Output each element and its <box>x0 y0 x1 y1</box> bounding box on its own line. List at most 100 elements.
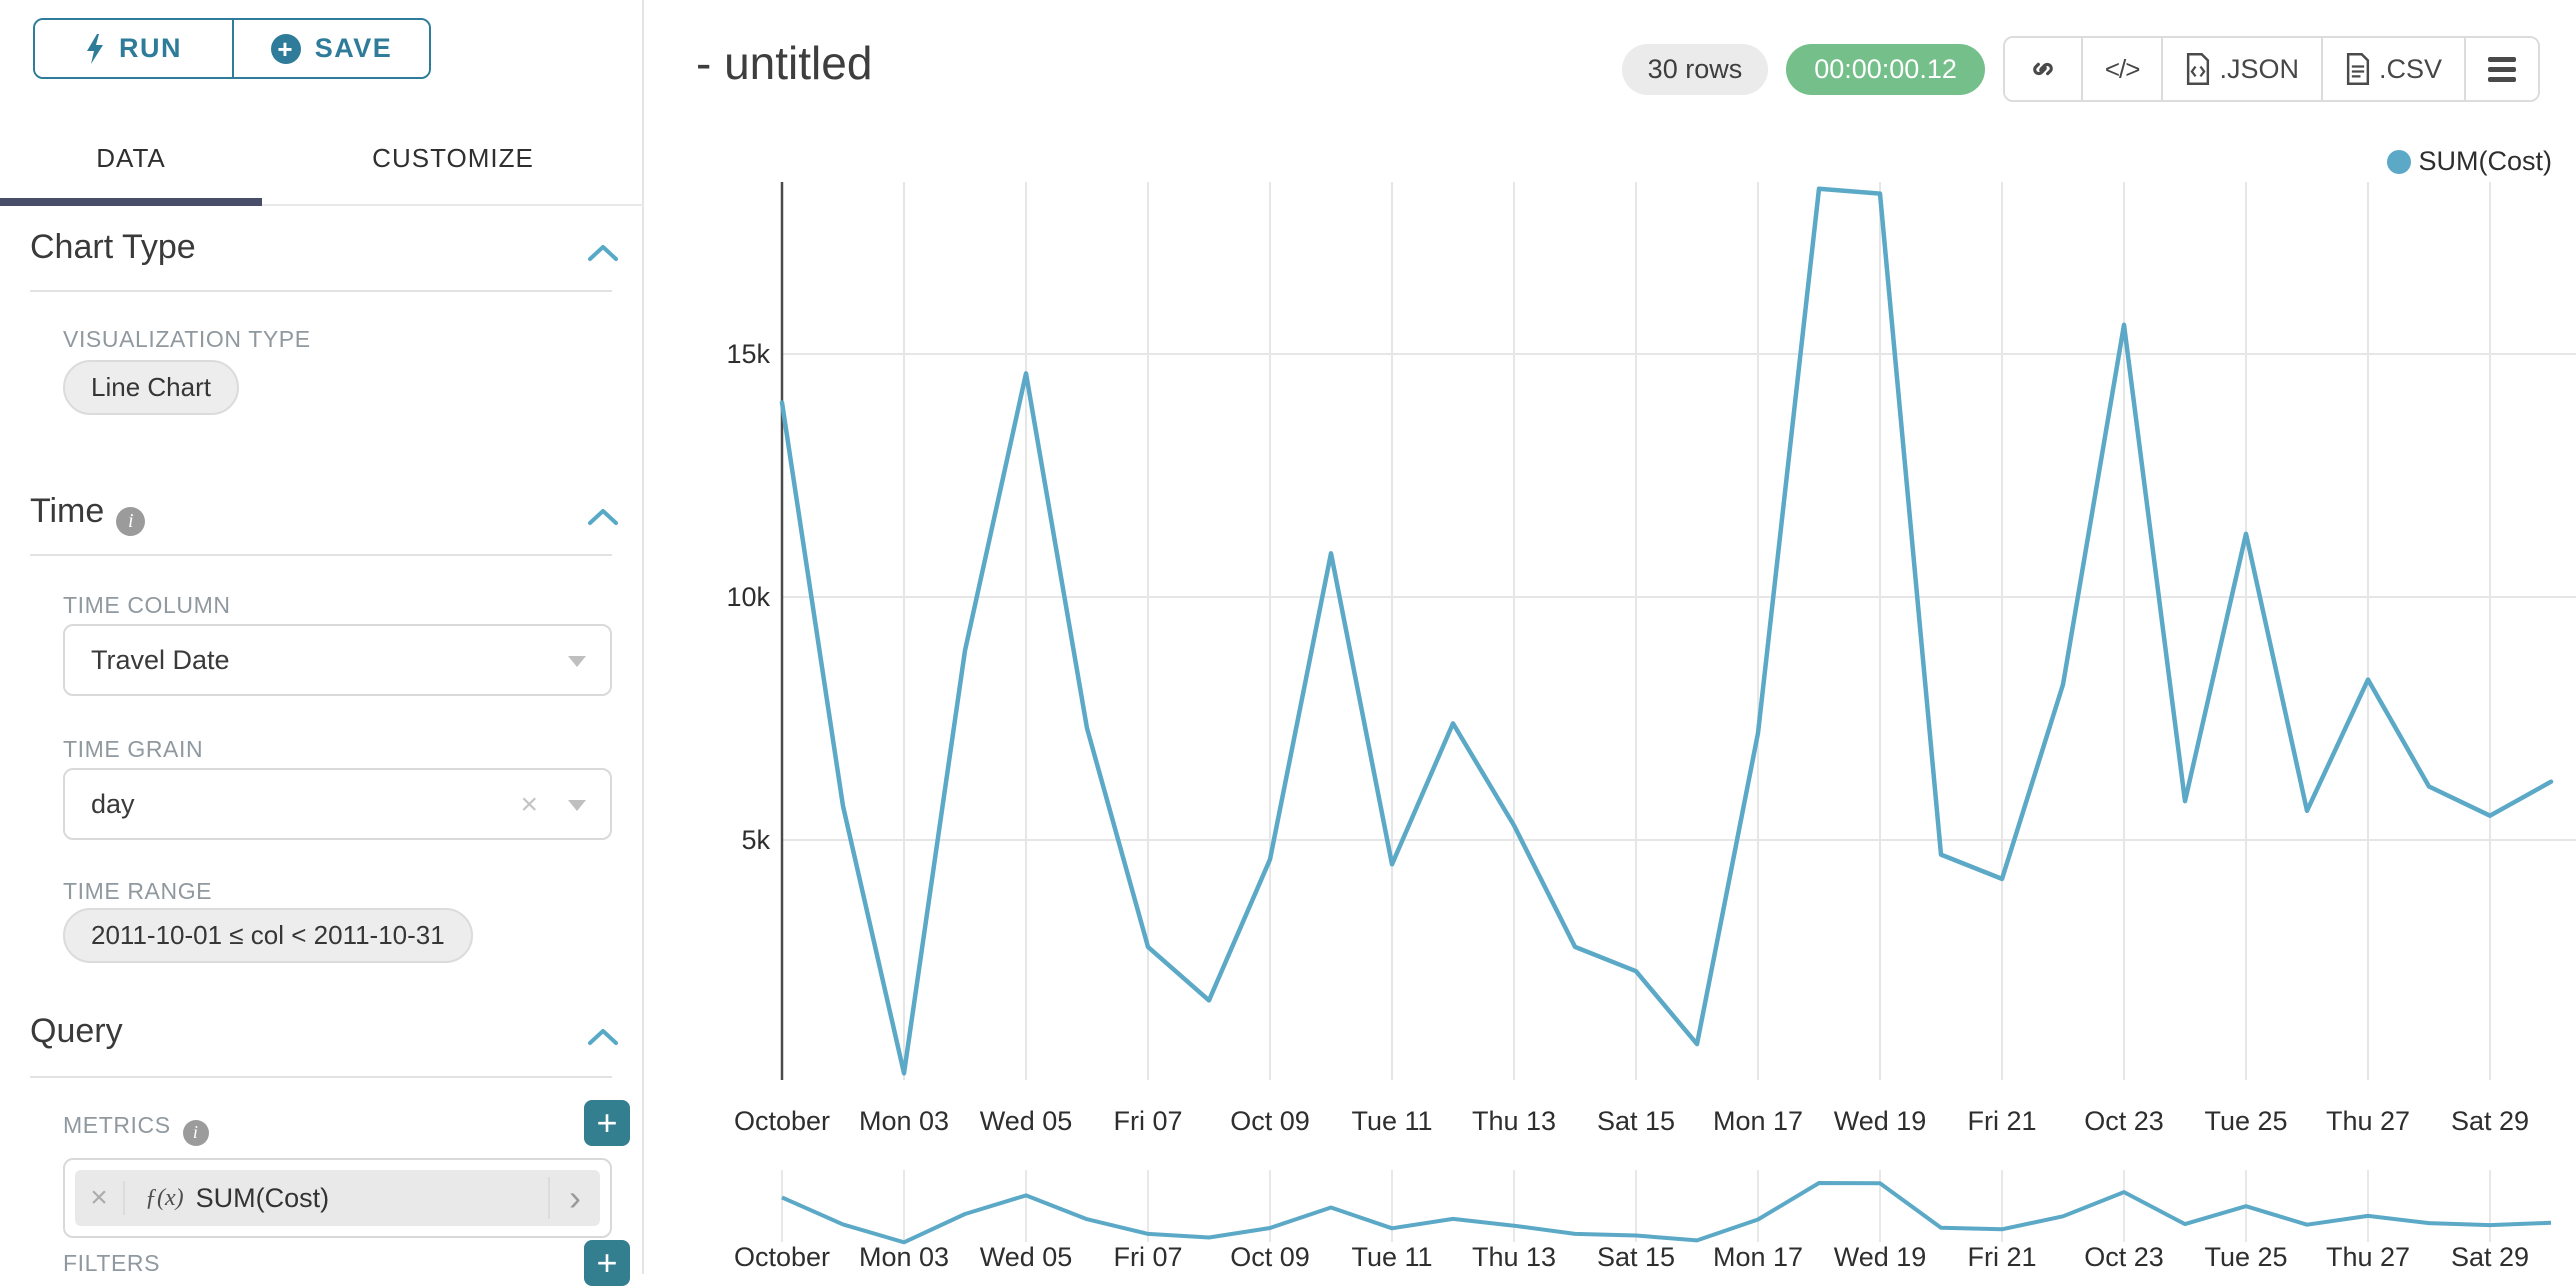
x-tick-label: Tue 25 <box>2204 1106 2287 1136</box>
filters-label: FILTERS <box>63 1250 161 1276</box>
x-tick-label: Wed 19 <box>1834 1106 1927 1136</box>
section-divider <box>30 554 612 556</box>
metrics-container: × ƒ(x) SUM(Cost) › <box>63 1158 612 1238</box>
lightning-icon <box>87 33 103 64</box>
tab-customize[interactable]: CUSTOMIZE <box>372 142 534 173</box>
time-grain-select[interactable]: day × <box>63 768 612 840</box>
remove-metric-icon[interactable]: × <box>75 1181 125 1215</box>
run-save-button-group: RUN + SAVE <box>33 18 431 79</box>
x-tick-label: Oct 09 <box>1230 1106 1310 1136</box>
metrics-label: METRICS i <box>63 1112 209 1146</box>
section-divider <box>30 290 612 292</box>
viz-type-label: VISUALIZATION TYPE <box>63 326 311 352</box>
time-range-pill[interactable]: 2011-10-01 ≤ col < 2011-10-31 <box>63 908 473 963</box>
section-title-chart-type: Chart Type <box>30 228 196 266</box>
active-tab-indicator <box>0 198 262 206</box>
x-tick-label: Thu 27 <box>2326 1106 2410 1136</box>
info-icon[interactable]: i <box>182 1119 209 1146</box>
mini-x-tick-label: Wed 05 <box>980 1242 1073 1272</box>
x-tick-label: Tue 11 <box>1351 1106 1432 1136</box>
x-tick-label: Wed 05 <box>980 1106 1073 1136</box>
mini-x-tick-label: Wed 19 <box>1834 1242 1927 1272</box>
file-text-icon <box>2346 53 2370 85</box>
mini-x-tick-label: Oct 09 <box>1230 1242 1310 1272</box>
plus-circle-icon: + <box>270 33 301 64</box>
x-tick-label: Fri 21 <box>1967 1106 2036 1136</box>
add-filter-button[interactable]: + <box>584 1240 630 1286</box>
time-grain-label: TIME GRAIN <box>63 736 204 762</box>
time-column-label: TIME COLUMN <box>63 592 231 618</box>
metric-name: SUM(Cost) <box>195 1182 330 1213</box>
export-json-button[interactable]: .JSON <box>2161 38 2321 100</box>
control-tabs: DATA CUSTOMIZE <box>0 112 644 206</box>
save-button[interactable]: + SAVE <box>232 20 429 77</box>
y-tick-label: 5k <box>741 825 770 855</box>
chart-legend[interactable]: SUM(Cost) <box>2386 146 2553 177</box>
x-tick-label: Fri 07 <box>1113 1106 1182 1136</box>
mini-x-tick-label: Mon 17 <box>1713 1242 1803 1272</box>
clear-icon[interactable]: × <box>520 788 538 821</box>
x-tick-label: Thu 13 <box>1472 1106 1556 1136</box>
explore-control-panel: RUN + SAVE DATA CUSTOMIZE Chart Type VIS… <box>0 0 644 1286</box>
chevron-up-icon[interactable] <box>586 242 620 264</box>
save-button-label: SAVE <box>314 33 393 63</box>
info-icon[interactable]: i <box>116 507 146 536</box>
x-tick-label: Mon 17 <box>1713 1106 1803 1136</box>
mini-x-tick-label: Mon 03 <box>859 1242 949 1272</box>
y-tick-label: 10k <box>726 582 770 612</box>
section-title-time: Time i <box>30 492 146 536</box>
chart-panel: - untitled 30 rows 00:00:00.12 </> .JSON <box>644 0 2576 1274</box>
mini-x-tick-label: Tue 25 <box>2204 1242 2287 1272</box>
range-selector-chart[interactable]: October Mon 03 Wed 05 Fri 07 Oct 09 Tue 11 Thu… <box>644 1158 2576 1274</box>
query-timer-badge: 00:00:00.12 <box>1786 43 1985 95</box>
y-tick-label: 15k <box>726 339 770 369</box>
mini-x-tick-label: Thu 27 <box>2326 1242 2410 1272</box>
mini-x-tick-label: Thu 13 <box>1472 1242 1556 1272</box>
legend-label: SUM(Cost) <box>2418 146 2553 176</box>
mini-x-tick-label: Tue 11 <box>1351 1242 1432 1272</box>
viz-type-pill[interactable]: Line Chart <box>63 360 239 415</box>
caret-down-icon <box>568 800 586 811</box>
mini-x-tick-label: October <box>734 1242 830 1272</box>
section-divider <box>30 1076 612 1078</box>
mini-series-line <box>781 1181 2552 1245</box>
time-column-value: Travel Date <box>91 644 230 675</box>
mini-x-tick-label: Fri 21 <box>1967 1242 2036 1272</box>
share-link-button[interactable] <box>2004 38 2081 100</box>
x-tick-label: October <box>734 1106 830 1136</box>
x-tick-label: Oct 23 <box>2084 1106 2164 1136</box>
row-count-badge: 30 rows <box>1621 43 1769 95</box>
chart-title[interactable]: - untitled <box>696 37 873 89</box>
tab-data[interactable]: DATA <box>96 142 166 173</box>
series-line[interactable] <box>779 186 2554 1076</box>
line-chart[interactable]: 5k 10k 15k October Mon 03 Wed 05 Fri 07 Oct 09 T… <box>644 130 2576 1158</box>
link-icon <box>2033 62 2053 76</box>
hamburger-icon <box>2488 56 2516 82</box>
mini-x-tick-label: Sat 15 <box>1597 1242 1675 1272</box>
mini-x-tick-label: Oct 23 <box>2084 1242 2164 1272</box>
chart-toolbar: 30 rows 00:00:00.12 </> .JSON <box>1621 36 2540 102</box>
run-button-label: RUN <box>119 33 182 63</box>
time-grain-value: day <box>91 788 135 819</box>
x-tick-label: Mon 03 <box>859 1106 949 1136</box>
chevron-up-icon[interactable] <box>586 506 620 528</box>
time-column-select[interactable]: Travel Date <box>63 624 612 696</box>
run-button[interactable]: RUN <box>35 20 232 77</box>
mini-x-tick-label: Fri 07 <box>1113 1242 1182 1272</box>
chevron-up-icon[interactable] <box>586 1026 620 1048</box>
export-csv-label: .CSV <box>2378 53 2442 84</box>
add-metric-button[interactable]: + <box>584 1100 630 1146</box>
file-code-icon <box>2187 53 2210 85</box>
export-csv-button[interactable]: .CSV <box>2320 38 2464 100</box>
more-options-button[interactable] <box>2464 38 2538 100</box>
x-tick-label: Sat 15 <box>1597 1106 1675 1136</box>
metric-item[interactable]: × ƒ(x) SUM(Cost) › <box>75 1170 600 1226</box>
caret-down-icon <box>568 656 586 667</box>
section-title-query: Query <box>30 1012 123 1050</box>
legend-dot <box>2386 149 2411 174</box>
code-icon: </> <box>2104 53 2141 84</box>
function-badge: ƒ(x) <box>145 1184 184 1211</box>
export-json-label: .JSON <box>2219 53 2299 84</box>
embed-code-button[interactable]: </> <box>2080 38 2162 100</box>
expand-metric-icon[interactable]: › <box>548 1177 600 1219</box>
